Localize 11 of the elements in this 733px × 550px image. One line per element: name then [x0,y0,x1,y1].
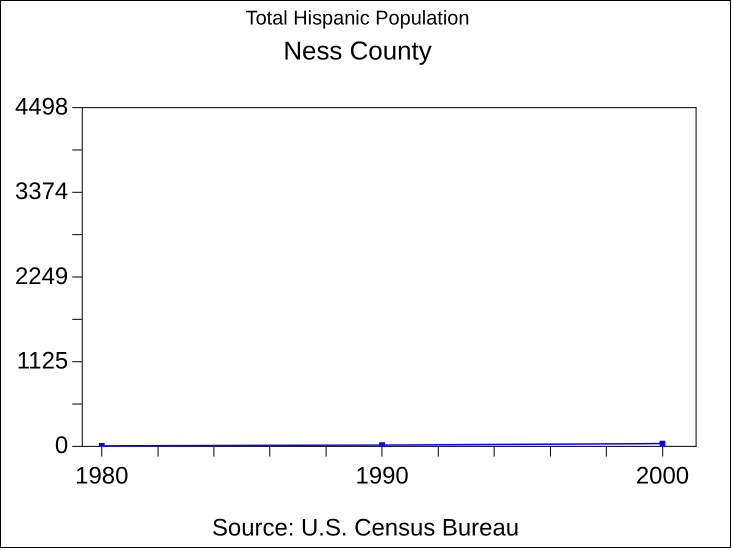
chart-title: Total Hispanic Population [246,7,470,30]
y-tick-label: 2249 [14,262,68,290]
chart-subtitle: Ness County [283,38,432,66]
y-tick-label: 4498 [14,93,68,120]
x-tick-label: 1990 [356,462,409,490]
source-note: Source: U.S. Census Bureau [212,514,520,542]
x-tick-label: 1980 [75,462,128,490]
y-tick-label: 1125 [16,347,68,374]
x-tick-label: 2000 [636,462,690,490]
y-tick-label: 0 [54,432,68,460]
y-tick-label: 3374 [14,178,68,206]
